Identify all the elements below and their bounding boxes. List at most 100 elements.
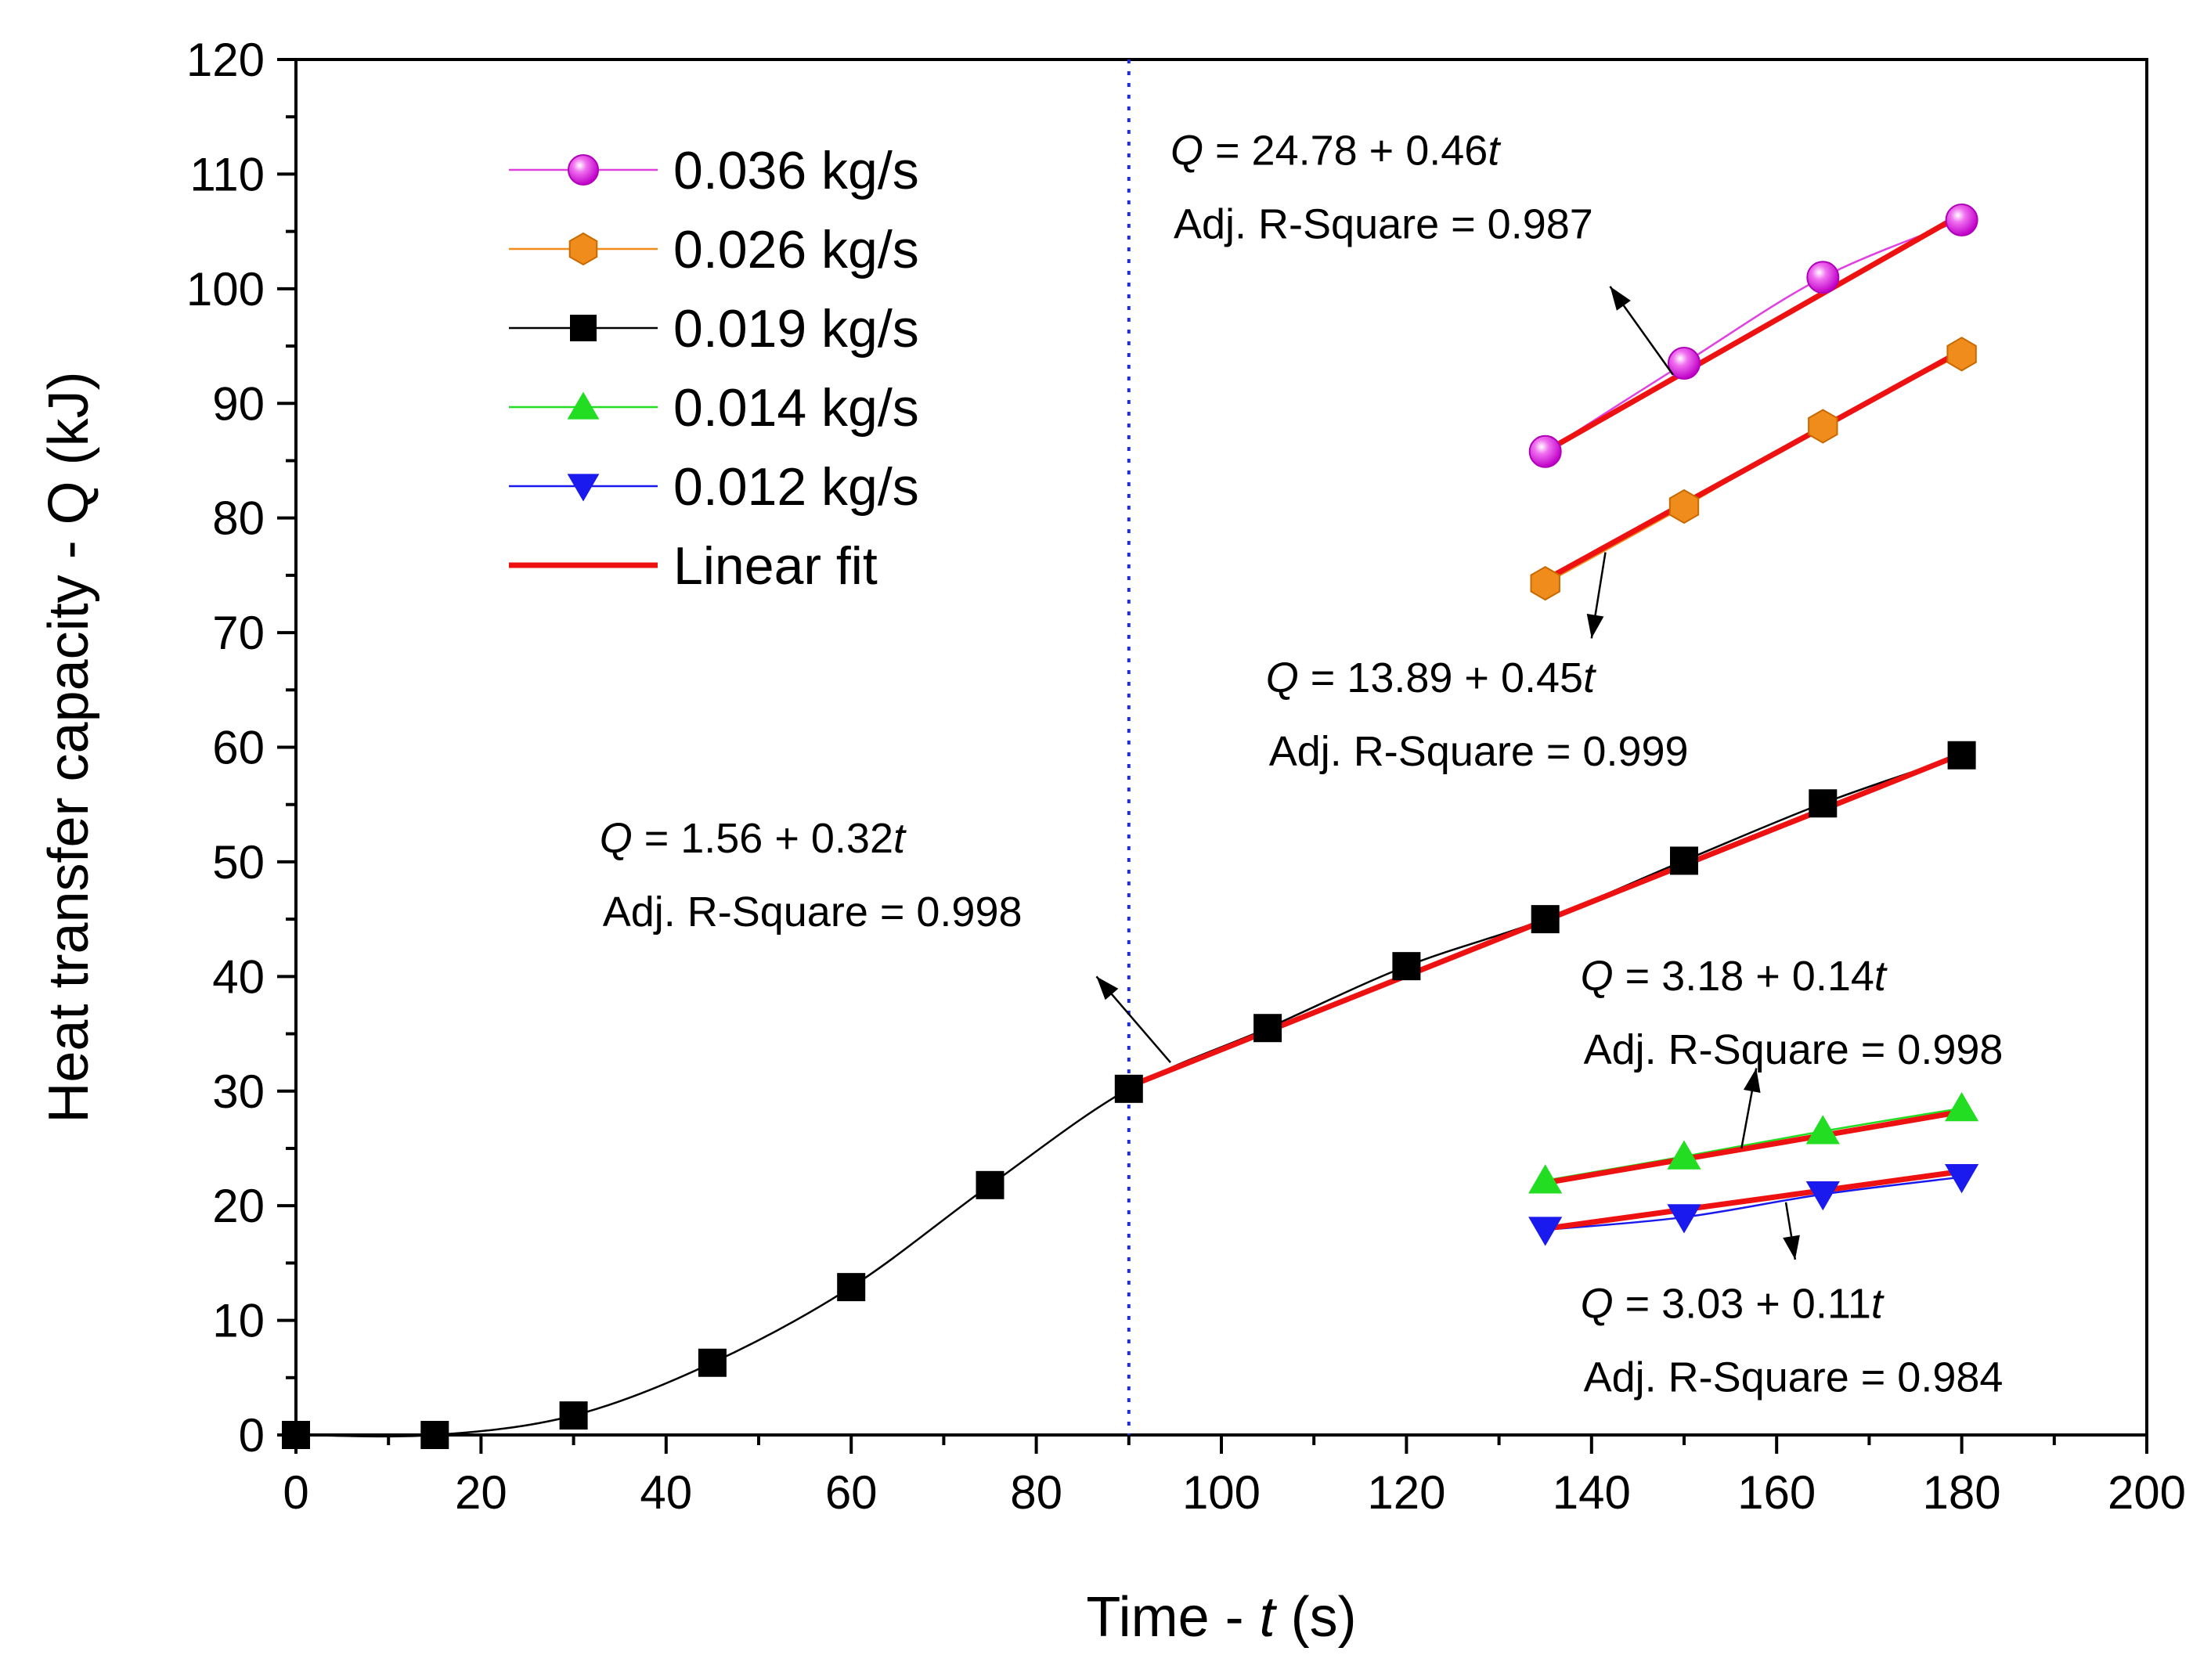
eq-rhs: = 3.18 + 0.14	[1614, 953, 1874, 1000]
series-3	[1528, 1092, 1979, 1194]
data-point	[559, 1401, 588, 1430]
y-tick-label: 0	[239, 1409, 265, 1462]
y-tick-label: 50	[212, 836, 265, 889]
data-point	[568, 154, 599, 186]
legend-label: Linear fit	[673, 536, 878, 596]
data-point	[570, 315, 597, 341]
eq-var: t	[1583, 654, 1596, 701]
data-point	[1253, 1014, 1282, 1043]
series-layer	[282, 59, 1979, 1449]
data-point	[1668, 347, 1701, 380]
data-point	[837, 1273, 866, 1302]
data-point	[420, 1421, 449, 1449]
linear-fit-line	[1543, 211, 1964, 454]
fit-annotation-3: Q = 3.18 + 0.14t Adj. R-Square = 0.998	[1581, 953, 2004, 1149]
data-point	[1667, 1140, 1701, 1170]
data-point	[1670, 846, 1698, 875]
x-tick-label: 20	[455, 1466, 507, 1519]
y-tick-label: 40	[212, 950, 265, 1003]
arrow-head	[1096, 976, 1119, 1000]
annotation-arrow	[1609, 286, 1674, 376]
data-point	[1808, 409, 1838, 444]
eq-var: t	[893, 815, 907, 862]
data-point	[698, 1348, 727, 1377]
series-1	[1530, 337, 1977, 601]
fit-r-square: Adj. R-Square = 0.998	[1584, 1026, 2004, 1073]
eq-lhs: Q	[1581, 1281, 1614, 1328]
legend-label: 0.036 kg/s	[673, 141, 919, 200]
x-tick-label: 40	[640, 1466, 692, 1519]
data-point	[567, 391, 600, 420]
fit-annotation-2: Q = 1.56 + 0.32t Adj. R-Square = 0.998	[600, 815, 1171, 1063]
series-0	[1528, 203, 1978, 468]
eq-lhs: Q	[1170, 128, 1203, 175]
eq-rhs: = 1.56 + 0.32	[633, 815, 893, 862]
eq-lhs: Q	[1266, 654, 1299, 701]
data-point	[1945, 1092, 1979, 1122]
axes: 0 20 40 60 80 100 120 140 160 180 200 0 10 20 30 40 50 60…	[38, 34, 2186, 1649]
linear-fit-line	[1544, 348, 1964, 582]
data-point	[1945, 203, 1978, 236]
fit-equation: Q = 1.56 + 0.32t	[600, 815, 907, 862]
x-tick-label: 180	[1923, 1466, 2001, 1519]
annotation-arrow	[1095, 975, 1171, 1063]
legend-entry-3: 0.014 kg/s	[509, 378, 919, 438]
data-point	[1528, 1217, 1563, 1246]
eq-lhs: Q	[1581, 953, 1614, 1000]
eq-var: t	[1488, 128, 1501, 175]
data-point	[282, 1421, 310, 1449]
x-axis-title-suffix: (s)	[1275, 1586, 1357, 1649]
fit-annotation-1: Q = 13.89 + 0.45t Adj. R-Square = 0.999	[1266, 552, 1689, 775]
y-tick-label: 20	[212, 1180, 265, 1232]
data-point	[1805, 1181, 1840, 1211]
x-tick-label: 140	[1553, 1466, 1631, 1519]
x-tick-label: 200	[2108, 1466, 2186, 1519]
x-axis-title-prefix: Time -	[1086, 1586, 1259, 1649]
linear-fit-line	[1545, 1109, 1963, 1186]
series-2	[282, 741, 1976, 1449]
arrow-head	[1783, 1235, 1800, 1260]
series-line	[1545, 1176, 1962, 1231]
y-tick-label: 90	[212, 377, 265, 430]
arrow-head	[1743, 1068, 1761, 1093]
data-point	[1809, 789, 1838, 818]
data-point	[1668, 488, 1700, 525]
y-tick-label: 80	[212, 492, 265, 545]
annotation-arrow	[1740, 1068, 1761, 1149]
eq-rhs: = 3.03 + 0.11	[1614, 1281, 1871, 1328]
data-point	[1392, 952, 1421, 981]
x-tick-label: 100	[1182, 1466, 1261, 1519]
arrow-head	[1586, 614, 1604, 639]
data-point	[1805, 1115, 1840, 1145]
data-point	[1667, 1204, 1701, 1234]
data-point	[1528, 434, 1562, 468]
legend-label: 0.014 kg/s	[673, 378, 919, 438]
x-tick-label: 80	[1010, 1466, 1062, 1519]
x-axis-title: Time - t (s)	[1086, 1586, 1356, 1649]
fit-r-square: Adj. R-Square = 0.984	[1584, 1354, 2004, 1401]
data-point	[1945, 1164, 1979, 1194]
fit-r-square: Adj. R-Square = 0.999	[1269, 728, 1689, 775]
fit-equation: Q = 24.78 + 0.46t	[1170, 128, 1501, 175]
legend-entry-0: 0.036 kg/s	[509, 141, 919, 200]
fit-annotation-4: Q = 3.03 + 0.11t Adj. R-Square = 0.984	[1581, 1202, 2004, 1401]
y-tick-label: 10	[212, 1295, 265, 1347]
fit-equation: Q = 13.89 + 0.45t	[1266, 654, 1596, 701]
y-tick-label: 70	[212, 607, 265, 659]
data-point	[976, 1170, 1005, 1199]
fit-r-square: Adj. R-Square = 0.987	[1174, 201, 1593, 248]
data-point	[1531, 905, 1560, 934]
y-tick-label: 100	[186, 263, 265, 315]
data-point	[568, 232, 598, 266]
legend-label: 0.012 kg/s	[673, 457, 919, 517]
series-line	[1545, 218, 1963, 452]
arrow-head	[1610, 286, 1631, 311]
y-tick-label: 60	[212, 722, 265, 774]
fit-equation: Q = 3.18 + 0.14t	[1581, 953, 1888, 1000]
data-point	[1806, 261, 1840, 294]
series-line	[1545, 353, 1963, 585]
data-point	[1114, 1074, 1143, 1103]
x-axis-title-var: t	[1260, 1586, 1278, 1649]
